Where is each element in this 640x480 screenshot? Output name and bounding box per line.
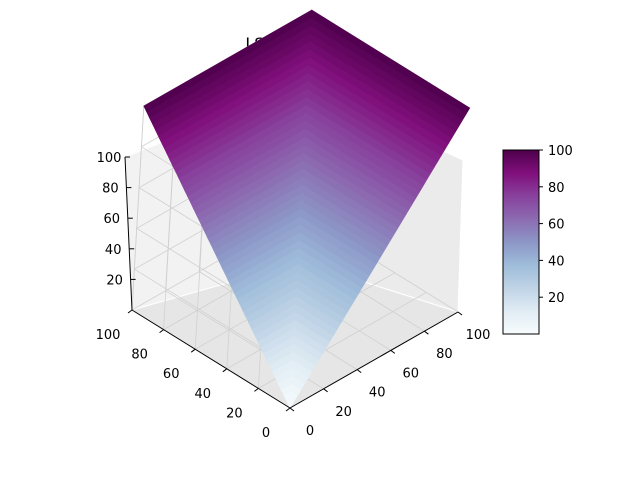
colorbar-gradient <box>502 149 540 335</box>
z-tick-label: 80 <box>102 182 119 197</box>
axes: 0 20 40 60 80 100 0 20 40 60 80 100 20 40 60 80 100 <box>96 151 491 441</box>
y-axis-line <box>131 309 291 409</box>
colorbar-tick-label: 80 <box>548 181 565 196</box>
y-tick-label: 60 <box>163 367 180 382</box>
y-tick <box>159 329 164 334</box>
x-tick-label: 60 <box>403 366 420 381</box>
colorbar-tick-label: 60 <box>548 218 565 233</box>
y-tick-label: 20 <box>226 406 243 421</box>
x-tick-label: 100 <box>466 328 491 343</box>
x-tick <box>323 388 328 393</box>
z-axis-line <box>124 156 133 311</box>
grid-line-back-y <box>131 105 145 311</box>
colorbar-tick-label: 20 <box>548 291 565 306</box>
y-tick <box>127 309 133 314</box>
y-tick-label: 40 <box>195 387 212 402</box>
y-tick <box>222 368 228 373</box>
y-tick <box>254 387 259 392</box>
z-tick-label: 20 <box>106 273 123 288</box>
surface <box>143 9 471 409</box>
z-tick-label: 40 <box>105 243 122 258</box>
y-tick-label: 0 <box>262 426 270 441</box>
x-tick <box>390 349 396 354</box>
y-tick-label: 80 <box>131 348 148 363</box>
x-tick <box>289 407 295 412</box>
y-tick <box>285 407 291 412</box>
z-tick-label: 100 <box>97 151 122 166</box>
x-tick <box>457 311 463 316</box>
y-tick <box>190 348 196 353</box>
surface-band-right <box>289 399 295 409</box>
z-tick-label: 60 <box>104 212 121 227</box>
x-tick-label: 40 <box>369 386 386 401</box>
x-tick <box>424 330 429 335</box>
colorbar-ticks: 20 40 60 80 100 <box>539 144 573 306</box>
x-axis-line <box>289 311 459 409</box>
x-tick-label: 80 <box>436 347 453 362</box>
colorbar-tick-label: 100 <box>548 144 573 159</box>
x-tick <box>356 369 362 374</box>
colorbar-tick-label: 40 <box>548 254 565 269</box>
x-tick-label: 20 <box>335 405 352 420</box>
colorbar: 20 40 60 80 100 <box>502 144 573 335</box>
x-tick-label: 0 <box>306 424 314 439</box>
y-tick-label: 100 <box>96 328 121 343</box>
